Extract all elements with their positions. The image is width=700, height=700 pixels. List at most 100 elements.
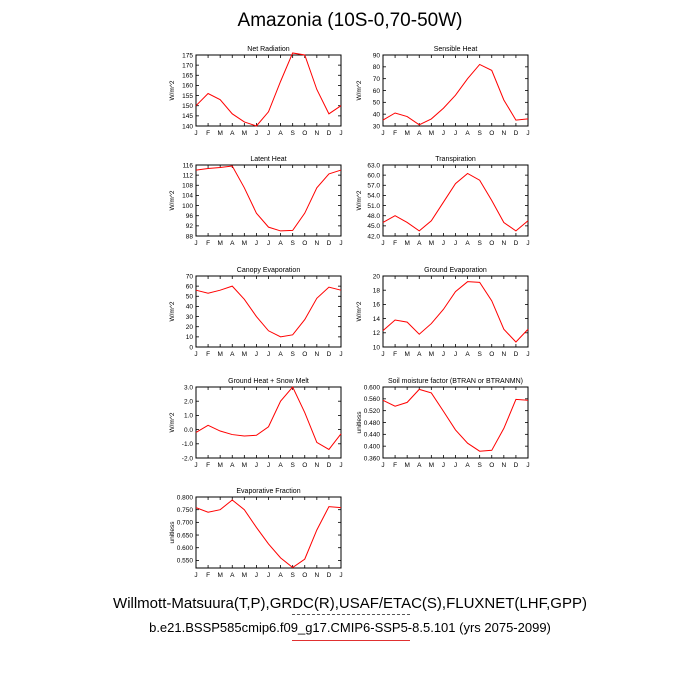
y-tick-label: 30 [373, 123, 381, 130]
data-point [220, 430, 221, 431]
data-point [419, 389, 420, 390]
x-tick-label: M [242, 130, 247, 137]
x-tick-label: M [242, 572, 247, 579]
data-point [268, 111, 269, 112]
y-tick-label: 0.700 [177, 520, 194, 527]
x-tick-label: J [381, 130, 384, 137]
y-tick-label: 10 [186, 334, 194, 341]
y-tick-label: 60 [373, 88, 381, 95]
x-tick-label: S [477, 462, 482, 469]
chart-title: Canopy Evaporation [236, 267, 301, 274]
x-tick-label: J [255, 462, 258, 469]
data-point [394, 406, 395, 407]
y-tick-label: 175 [182, 52, 193, 59]
data-point [503, 329, 504, 330]
y-tick-label: 60.0 [367, 172, 380, 179]
x-tick-label: D [327, 351, 332, 358]
data-point [232, 113, 233, 114]
plot-frame [195, 496, 342, 569]
data-point [515, 119, 516, 120]
data-point [419, 230, 420, 231]
x-tick-label: M [217, 130, 222, 137]
y-axis-label: W/m^2 [356, 301, 363, 321]
x-tick-label: D [514, 130, 519, 137]
series-line [195, 285, 342, 338]
data-point [220, 167, 221, 168]
x-tick-label: N [314, 572, 319, 579]
data-point [292, 386, 293, 387]
data-point [527, 329, 528, 330]
series-line [195, 165, 342, 232]
y-tick-label: 54.0 [367, 193, 380, 200]
x-tick-label: M [429, 462, 434, 469]
data-point [292, 230, 293, 231]
data-point [515, 230, 516, 231]
x-tick-label: J [194, 240, 197, 247]
data-point [316, 442, 317, 443]
chart-panel-ground-heat-snow-melt: Ground Heat + Snow Melt J F M A M J J A S O N D J -2.0… [169, 378, 343, 469]
x-tick-label: A [278, 240, 283, 247]
plot-frame [382, 275, 529, 348]
series-line [382, 63, 529, 126]
x-tick-label: J [526, 462, 529, 469]
data-point [195, 290, 196, 291]
y-tick-label: 10 [373, 344, 381, 351]
data-point [431, 323, 432, 324]
y-tick-label: 112 [183, 172, 194, 179]
x-tick-label: N [501, 130, 506, 137]
plot-frame [195, 164, 342, 237]
y-tick-label: 0.0 [184, 427, 193, 434]
x-tick-label: F [393, 240, 397, 247]
data-point [280, 557, 281, 558]
chart-title: Latent Heat [250, 156, 287, 163]
y-tick-label: 45.0 [367, 223, 380, 230]
y-tick-label: 3.0 [184, 384, 193, 391]
series-line [195, 499, 342, 569]
y-tick-label: 140 [182, 123, 193, 130]
data-point [431, 118, 432, 119]
y-tick-label: 160 [182, 83, 193, 90]
x-tick-label: M [429, 130, 434, 137]
x-tick-label: J [454, 240, 457, 247]
x-tick-label: J [255, 240, 258, 247]
x-tick-label: N [314, 240, 319, 247]
x-tick-label: M [429, 351, 434, 358]
x-tick-label: M [242, 462, 247, 469]
data-point [407, 222, 408, 223]
y-tick-label: 48.0 [367, 213, 380, 220]
y-tick-label: 0.600 [177, 545, 194, 552]
y-tick-label: 18 [373, 288, 381, 295]
y-tick-label: 116 [183, 162, 194, 169]
x-tick-label: J [255, 130, 258, 137]
data-point [304, 319, 305, 320]
data-point [382, 119, 383, 120]
page-title: Amazonia (10S-0,70-50W) [237, 10, 463, 31]
series-line [382, 172, 529, 232]
y-tick-label: 0.560 [364, 396, 381, 403]
y-tick-label: 14 [373, 316, 381, 323]
data-point [280, 336, 281, 337]
y-tick-label: 0.480 [364, 420, 381, 427]
x-tick-label: A [465, 240, 470, 247]
data-point [244, 509, 245, 510]
y-tick-label: 20 [186, 324, 194, 331]
x-tick-label: J [442, 351, 445, 358]
y-tick-label: 80 [373, 64, 381, 71]
data-point [479, 282, 480, 283]
data-point [455, 291, 456, 292]
y-tick-label: 104 [182, 193, 193, 200]
data-point [455, 183, 456, 184]
x-tick-label: J [267, 462, 270, 469]
y-tick-label: 20 [373, 273, 381, 280]
x-tick-label: J [339, 572, 342, 579]
y-tick-label: 0.750 [177, 507, 194, 514]
x-tick-label: A [230, 572, 235, 579]
x-tick-label: A [230, 130, 235, 137]
x-tick-label: M [404, 240, 409, 247]
x-tick-label: J [255, 572, 258, 579]
y-tick-label: 0.600 [364, 384, 381, 391]
data-point [479, 180, 480, 181]
x-tick-label: F [206, 462, 210, 469]
